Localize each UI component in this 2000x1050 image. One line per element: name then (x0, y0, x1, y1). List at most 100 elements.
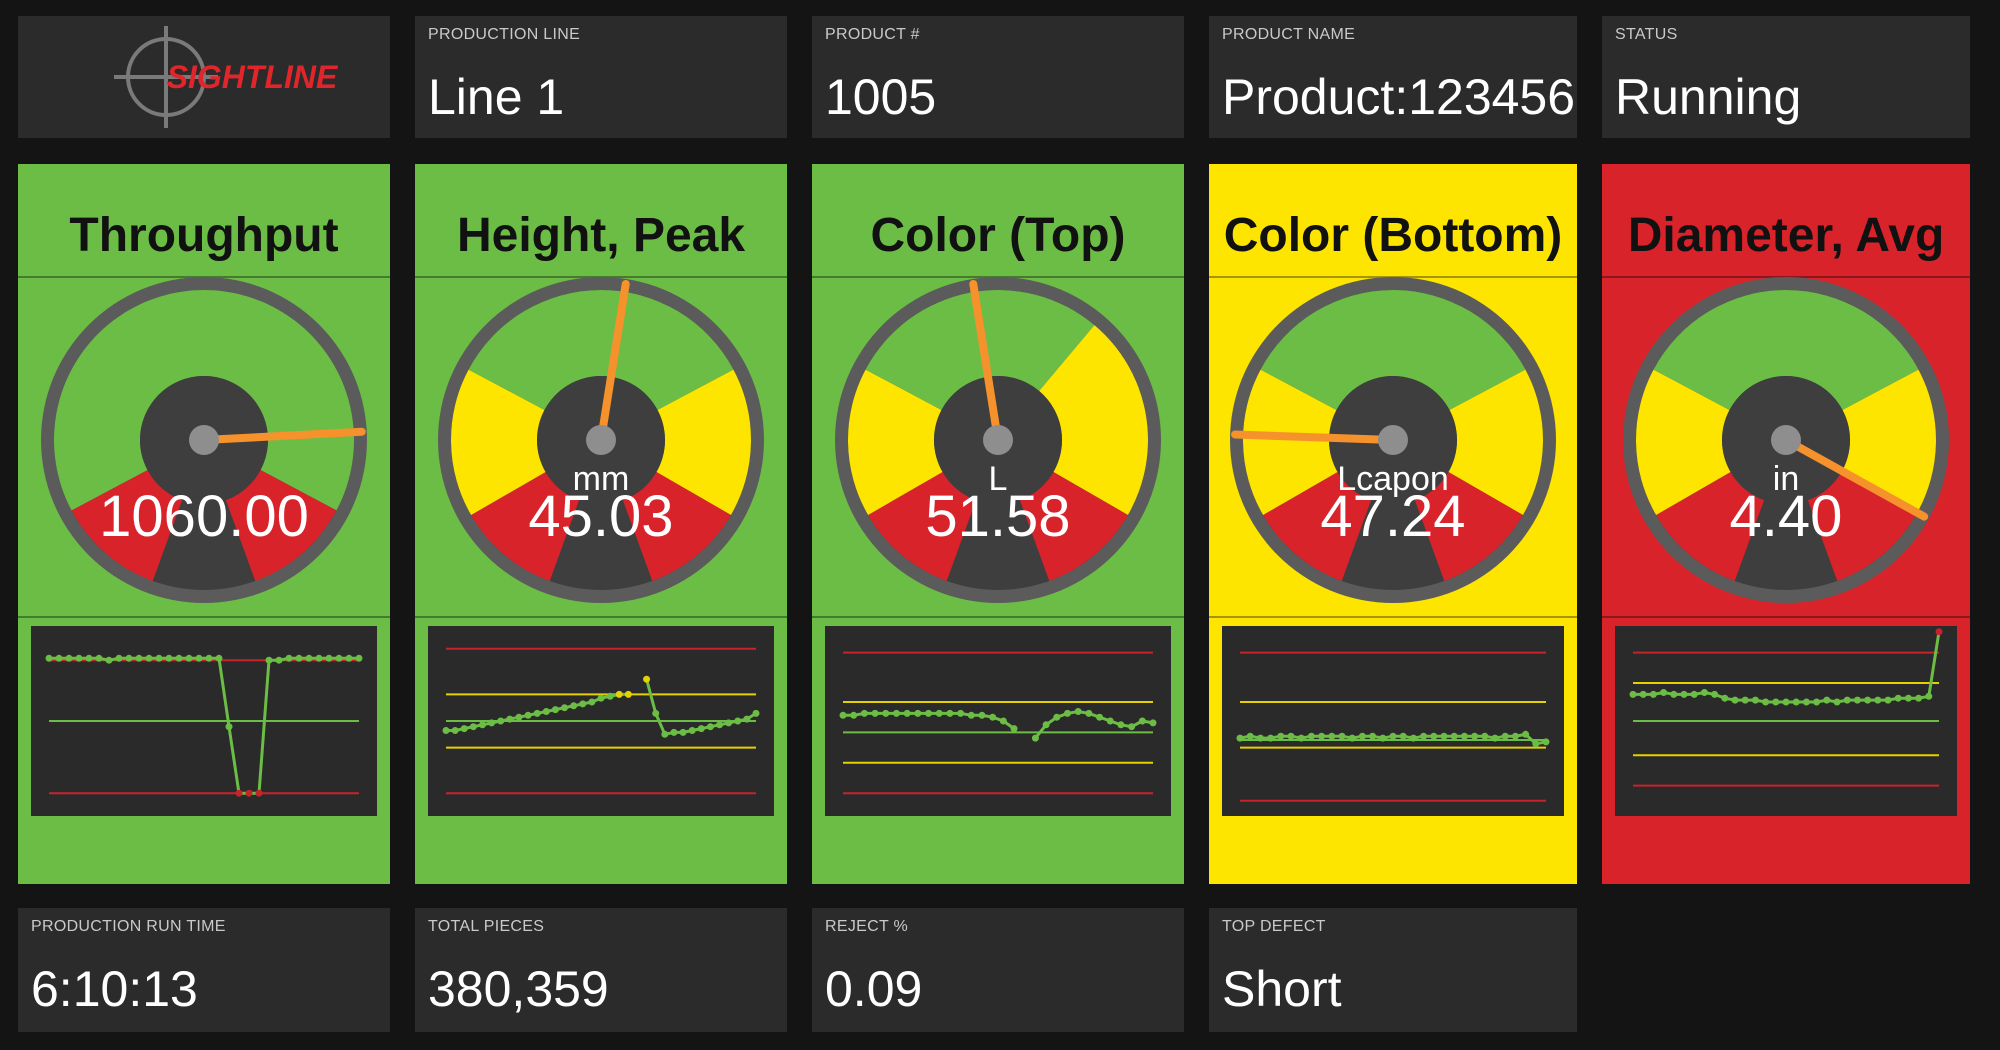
color-top-panel[interactable]: Color (Top) L 51.58 (812, 164, 1184, 884)
gauge-zone-yellow (1841, 369, 1936, 515)
trend-point (1117, 721, 1125, 729)
trend-point (1379, 734, 1387, 742)
trend-point (1935, 628, 1943, 636)
trend-point (1792, 698, 1800, 706)
status-label: STATUS (1615, 26, 1678, 43)
gauge-unit: Lcapon (1337, 460, 1449, 498)
trend-point (1369, 732, 1377, 740)
trend-point (515, 713, 523, 721)
trend-point (225, 723, 233, 731)
trend-point (1772, 698, 1780, 706)
trend-point (115, 654, 123, 662)
gauge-zone-red (622, 472, 731, 581)
gauge-value: 1060.00 (99, 484, 309, 549)
trend-point (1904, 694, 1912, 702)
trend-point (478, 721, 486, 729)
height-peak-trend-chart (428, 626, 774, 816)
gauge-zone-yellow (451, 369, 546, 515)
trend-point (542, 708, 550, 715)
trend-point (903, 709, 911, 717)
trend-point (355, 654, 363, 662)
trend-point (1660, 689, 1668, 696)
trend-point (335, 654, 343, 662)
trend-point (1639, 690, 1647, 698)
trend-point (1884, 696, 1892, 704)
trend-point (652, 709, 660, 717)
gauge-value: 47.24 (1320, 484, 1465, 549)
trend-point (1782, 698, 1790, 706)
trend-point (1670, 690, 1678, 698)
panel-title: Diameter, Avg (1627, 209, 1945, 262)
trend-point (165, 654, 173, 662)
trend-point (1741, 696, 1749, 704)
trend-point (1256, 734, 1264, 742)
trend-point (285, 654, 293, 662)
panel-title: Height, Peak (456, 209, 746, 262)
top-defect-tile: TOP DEFECT Short (1209, 908, 1577, 1032)
trend-point (315, 654, 323, 662)
trend-point (1277, 732, 1285, 740)
reject-pct-tile: REJECT % 0.09 (812, 908, 1184, 1032)
trend-point (871, 709, 879, 717)
gauge-pivot (1771, 425, 1801, 455)
trend-point (1085, 709, 1093, 717)
diameter-avg-panel[interactable]: Diameter, Avg in 4.40 (1602, 164, 1970, 884)
trend-point (205, 654, 213, 662)
gauge-unit: L (989, 460, 1008, 498)
trend-point (1267, 734, 1275, 742)
trend-point (882, 709, 890, 717)
panel-divider (18, 616, 390, 618)
panel-title: Throughput (69, 209, 339, 262)
top-defect-value: Short (1222, 961, 1342, 1017)
trend-point (925, 709, 933, 717)
gauge-zone-red (868, 472, 977, 581)
trend-point (1460, 732, 1468, 740)
trend-point (679, 728, 687, 736)
trend-point (1149, 719, 1157, 727)
run-time-tile: PRODUCTION RUN TIME 6:10:13 (18, 908, 390, 1032)
trend-point (85, 654, 93, 662)
trend-point (1864, 696, 1872, 704)
trend-line (49, 656, 359, 795)
gauge-zone-green (1260, 290, 1526, 410)
gauge-zone-yellow (1039, 325, 1148, 515)
gauge-needle (200, 427, 366, 444)
trend-point (1399, 732, 1407, 740)
trend-point (1246, 732, 1254, 740)
trend-point (1042, 721, 1050, 729)
product-name-value: Product:123456 (1222, 69, 1576, 125)
gauge-zone-red (1656, 472, 1765, 581)
trend-point (1096, 713, 1104, 721)
trend-point (661, 730, 669, 738)
throughput-panel[interactable]: Throughput 1060.00 (18, 164, 390, 884)
trend-point (1925, 692, 1933, 700)
trend-point (688, 727, 696, 734)
trend-point (295, 654, 303, 662)
total-pieces-label: TOTAL PIECES (428, 918, 545, 935)
trend-point (469, 723, 477, 731)
trend-point (506, 715, 514, 723)
color-top-trend-chart (825, 626, 1171, 816)
gauge-zone-yellow (656, 369, 751, 515)
panel-title: Color (Top) (870, 209, 1126, 262)
product-number-tile: PRODUCT # 1005 (812, 16, 1184, 138)
trend-point (1802, 698, 1810, 706)
trend-point (145, 654, 153, 662)
trend-point (460, 725, 468, 733)
trend-point (725, 719, 733, 727)
gauge-zone-yellow (848, 369, 943, 515)
trend-line (1034, 709, 1154, 740)
trend-point (946, 709, 954, 717)
top-defect-label: TOP DEFECT (1222, 918, 1326, 935)
trend-point (1287, 732, 1295, 740)
color-bottom-panel[interactable]: Color (Bottom) Lcapon 47.24 (1209, 164, 1577, 884)
gauge-unit: mm (573, 460, 630, 498)
trend-point (1481, 732, 1489, 740)
trend-point (1409, 734, 1417, 742)
height-peak-panel[interactable]: Height, Peak mm 45.03 (415, 164, 787, 884)
trend-point (488, 719, 496, 727)
color-bottom-trend-chart (1222, 626, 1564, 816)
diameter-avg-gauge: in4.40 (1623, 277, 1949, 603)
total-pieces-value: 380,359 (428, 961, 609, 1017)
